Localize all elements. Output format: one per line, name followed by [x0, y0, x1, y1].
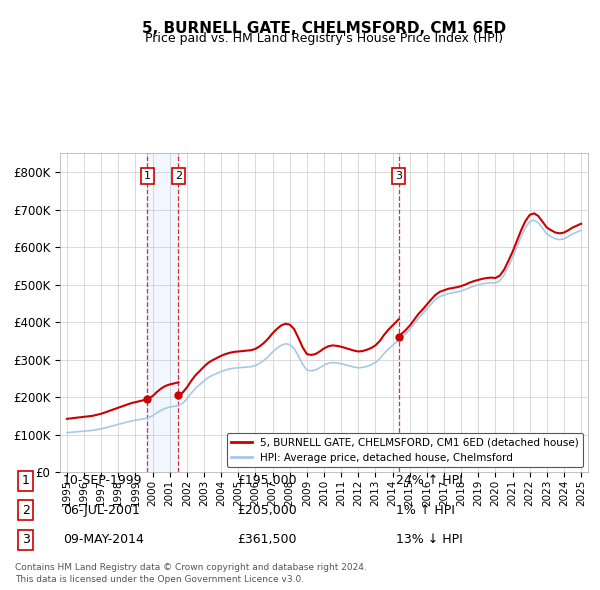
Text: 10-SEP-1999: 10-SEP-1999	[63, 474, 143, 487]
Legend: 5, BURNELL GATE, CHELMSFORD, CM1 6ED (detached house), HPI: Average price, detac: 5, BURNELL GATE, CHELMSFORD, CM1 6ED (de…	[227, 433, 583, 467]
Text: 13% ↓ HPI: 13% ↓ HPI	[396, 533, 463, 546]
Text: This data is licensed under the Open Government Licence v3.0.: This data is licensed under the Open Gov…	[15, 575, 304, 584]
Text: £205,000: £205,000	[237, 504, 297, 517]
Bar	[148, 153, 178, 472]
Text: 09-MAY-2014: 09-MAY-2014	[63, 533, 144, 546]
Text: £195,000: £195,000	[237, 474, 296, 487]
Text: 2: 2	[175, 171, 182, 181]
Text: 1% ↑ HPI: 1% ↑ HPI	[396, 504, 455, 517]
Text: 3: 3	[22, 533, 30, 546]
Text: 3: 3	[395, 171, 402, 181]
Text: 5, BURNELL GATE, CHELMSFORD, CM1 6ED: 5, BURNELL GATE, CHELMSFORD, CM1 6ED	[142, 21, 506, 35]
Text: Contains HM Land Registry data © Crown copyright and database right 2024.: Contains HM Land Registry data © Crown c…	[15, 563, 367, 572]
Text: 24% ↑ HPI: 24% ↑ HPI	[396, 474, 463, 487]
Text: Price paid vs. HM Land Registry's House Price Index (HPI): Price paid vs. HM Land Registry's House …	[145, 32, 503, 45]
Text: 06-JUL-2001: 06-JUL-2001	[63, 504, 140, 517]
Text: £361,500: £361,500	[237, 533, 296, 546]
Text: 2: 2	[22, 504, 30, 517]
Text: 1: 1	[22, 474, 30, 487]
Text: 1: 1	[144, 171, 151, 181]
